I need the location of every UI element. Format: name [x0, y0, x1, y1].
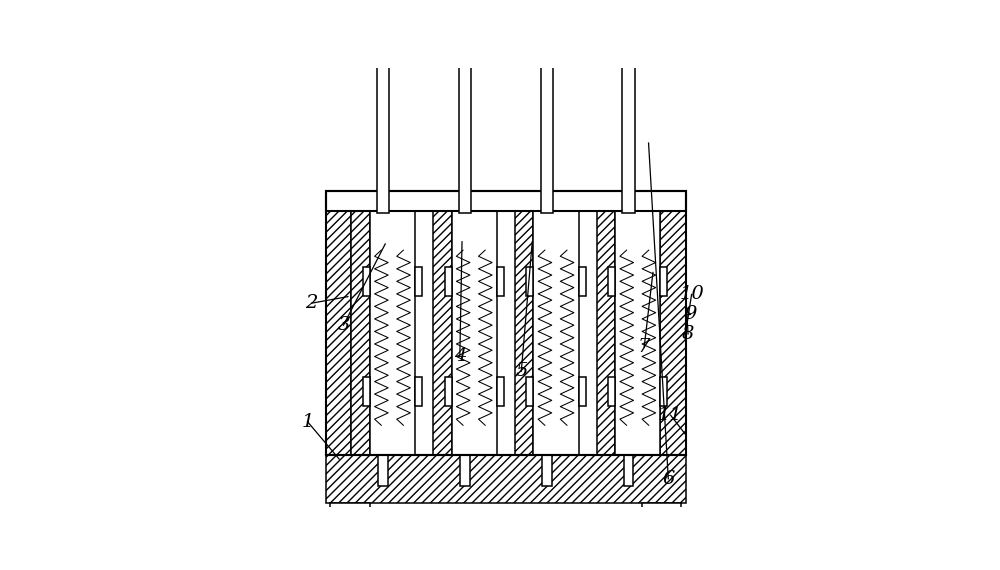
- Bar: [533, 211, 579, 455]
- Bar: [326, 455, 686, 503]
- Bar: [452, 211, 497, 455]
- Bar: [460, 455, 470, 486]
- Text: 3: 3: [337, 316, 350, 334]
- Text: 9: 9: [684, 305, 696, 323]
- Bar: [597, 211, 615, 455]
- Bar: [415, 377, 422, 406]
- Bar: [363, 377, 370, 406]
- Bar: [622, 25, 635, 213]
- Bar: [660, 377, 667, 406]
- Bar: [608, 377, 615, 406]
- Bar: [541, 25, 553, 213]
- Bar: [618, 15, 639, 25]
- Text: 1: 1: [301, 413, 314, 431]
- Text: 2: 2: [305, 294, 318, 312]
- Bar: [326, 192, 686, 455]
- Bar: [515, 211, 533, 455]
- Bar: [536, 15, 557, 25]
- Bar: [459, 25, 471, 213]
- Bar: [497, 267, 504, 296]
- Text: 8: 8: [682, 325, 694, 343]
- Bar: [454, 15, 476, 25]
- Text: 11: 11: [658, 406, 683, 424]
- Bar: [615, 211, 660, 455]
- Bar: [351, 211, 370, 455]
- Bar: [433, 211, 452, 455]
- Text: 10: 10: [679, 286, 704, 303]
- Bar: [624, 455, 633, 486]
- Bar: [377, 25, 389, 213]
- Text: 6: 6: [662, 470, 674, 488]
- Bar: [660, 211, 686, 455]
- Bar: [370, 211, 415, 455]
- Bar: [497, 377, 504, 406]
- Bar: [330, 503, 370, 512]
- Bar: [660, 267, 667, 296]
- Bar: [542, 455, 552, 486]
- Bar: [608, 267, 615, 296]
- Bar: [445, 377, 452, 406]
- Bar: [579, 377, 586, 406]
- Bar: [642, 503, 681, 512]
- Bar: [378, 455, 388, 486]
- Bar: [526, 267, 533, 296]
- Bar: [373, 15, 394, 25]
- Bar: [363, 267, 370, 296]
- Text: 4: 4: [454, 347, 466, 365]
- Bar: [445, 267, 452, 296]
- Bar: [526, 377, 533, 406]
- Bar: [415, 267, 422, 296]
- Bar: [326, 192, 686, 211]
- Bar: [326, 211, 351, 455]
- Text: 7: 7: [638, 338, 650, 356]
- Text: 5: 5: [515, 363, 527, 380]
- Bar: [579, 267, 586, 296]
